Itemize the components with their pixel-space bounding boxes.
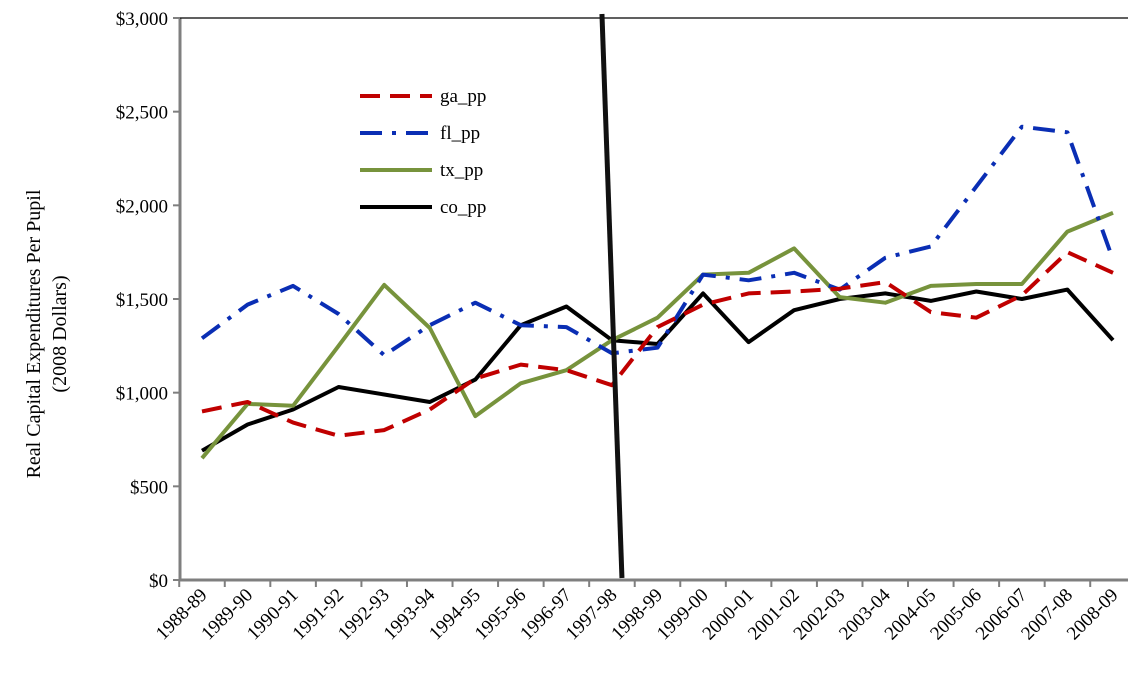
legend: ga_pp fl_pp tx_pp co_pp xyxy=(360,86,486,218)
legend-label-tx_pp: tx_pp xyxy=(440,160,483,181)
y-axis-title-line2: (2008 Dollars) xyxy=(49,275,71,392)
legend-label-co_pp: co_pp xyxy=(440,197,486,218)
y-tick-label: $3,000 xyxy=(116,9,168,30)
x-tick-label: 2008-09 xyxy=(1063,585,1123,645)
legend-label-fl_pp: fl_pp xyxy=(440,123,480,144)
y-tick-label: $0 xyxy=(149,571,168,592)
reference-line xyxy=(599,13,625,579)
x-axis-ticks: 1988-891989-901990-911991-921992-931993-… xyxy=(152,580,1123,645)
series-line-fl_pp xyxy=(200,124,1115,358)
y-tick-label: $1,500 xyxy=(116,290,168,311)
legend-label-ga_pp: ga_pp xyxy=(440,86,486,107)
y-tick-label: $500 xyxy=(130,477,168,498)
series-line-ga_pp xyxy=(201,250,1114,438)
series-layer xyxy=(200,124,1115,460)
reference-line-layer xyxy=(599,13,625,579)
axes xyxy=(178,17,1128,582)
y-axis-ticks: $0 $500 $1,000 $1,500 $2,000 $2,500 $3,000 xyxy=(116,9,180,592)
y-tick-label: $2,500 xyxy=(116,103,168,124)
y-axis-title-line1: Real Capital Expenditures Per Pupil xyxy=(23,189,45,478)
y-axis-title: Real Capital Expenditures Per Pupil (200… xyxy=(23,189,71,478)
y-tick-label: $1,000 xyxy=(116,384,168,405)
series-line-tx_pp xyxy=(200,210,1114,460)
y-tick-label: $2,000 xyxy=(116,196,168,217)
